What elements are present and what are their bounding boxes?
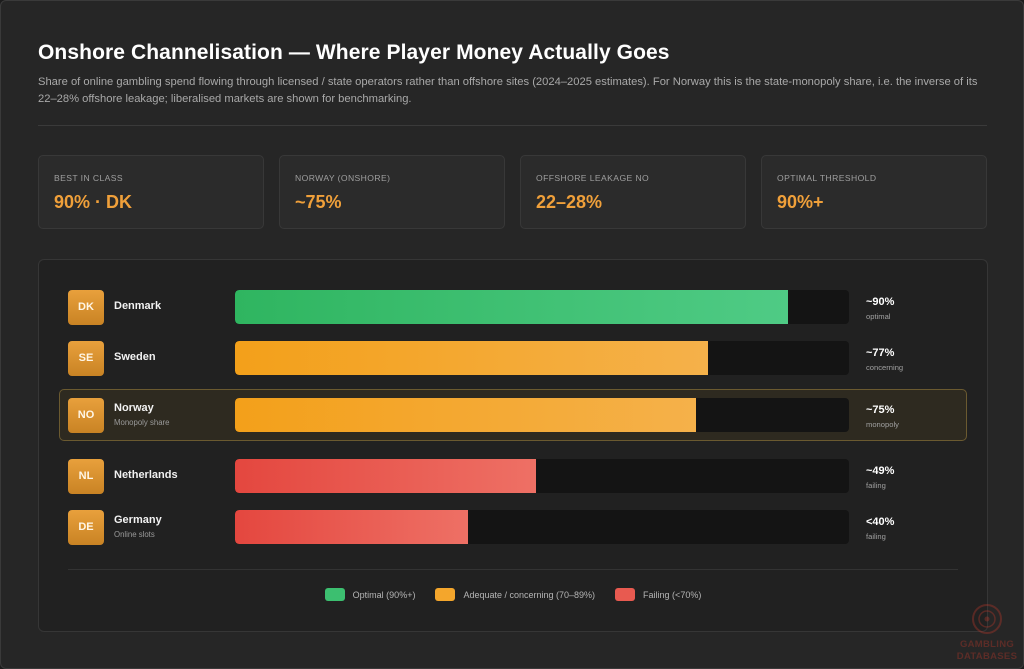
bar-row-netherlands: NL Netherlands ~49% failing — [39, 451, 987, 501]
value-label: <40% — [866, 516, 895, 528]
roulette-wheel-icon — [972, 604, 1002, 634]
legend-label: Failing (<70%) — [643, 589, 702, 600]
stat-cards: Best in class 90% · DK Norway (onshore) … — [38, 155, 988, 229]
country-code-badge: NO — [68, 398, 104, 433]
country-code-badge: DK — [68, 290, 104, 325]
country-note: Monopoly share — [114, 418, 170, 427]
legend-label: Adequate / concerning (70–89%) — [463, 589, 596, 600]
status-label: optimal — [866, 312, 891, 321]
bar-track — [235, 341, 849, 375]
bar-track — [235, 510, 849, 544]
country-name: Denmark — [114, 300, 162, 312]
bar-track — [235, 459, 849, 493]
page-title: Onshore Channelisation — Where Player Mo… — [38, 41, 670, 64]
bar-track — [235, 290, 849, 324]
country-note: Online slots — [114, 530, 155, 539]
status-label: concerning — [866, 363, 904, 372]
status-label: failing — [866, 532, 886, 541]
bar-fill — [235, 290, 788, 324]
bar-fill — [235, 341, 708, 375]
bar-row-sweden: SE Sweden ~77% concerning — [39, 333, 987, 383]
legend-swatch — [324, 588, 345, 601]
status-label: monopoly — [866, 420, 899, 429]
bar-row-norway: NO Norway Monopoly share ~75% monopoly — [59, 389, 967, 441]
stat-value: ~75% — [295, 192, 342, 212]
legend-label: Optimal (90%+) — [352, 589, 416, 600]
logo-line-1: GAMBLING — [959, 639, 1015, 650]
legend-item-adequate: Adequate / concerning (70–89%) — [435, 588, 595, 601]
header-divider — [38, 125, 987, 126]
country-code-badge: NL — [68, 459, 104, 494]
value-label: ~90% — [866, 296, 895, 308]
legend-item-failing: Failing (<70%) — [615, 588, 701, 601]
stat-label: Best in class — [54, 173, 124, 183]
legend-swatch — [435, 588, 456, 601]
page-subtitle: Share of online gambling spend flowing t… — [38, 76, 978, 105]
bar-track — [235, 398, 849, 432]
logo-line-2: DATABASES — [956, 651, 1018, 662]
country-name: Netherlands — [114, 469, 178, 481]
bar-row-germany: DE Germany Online slots <40% failing — [39, 502, 987, 552]
bar-fill — [235, 398, 696, 432]
country-code-badge: DE — [68, 510, 104, 545]
chart-legend: Optimal (90%+) Adequate / concerning (70–… — [39, 588, 987, 604]
country-name: Norway — [114, 402, 154, 414]
stat-card-best-in-class: Best in class 90% · DK — [38, 155, 264, 229]
country-name: Sweden — [114, 351, 156, 363]
bar-fill — [235, 510, 468, 544]
bar-row-denmark: DK Denmark ~90% optimal — [39, 282, 987, 332]
stat-value: 22–28% — [536, 192, 603, 212]
stat-card-optimal-threshold: Optimal threshold 90%+ — [761, 155, 987, 229]
stat-label: Norway (onshore) — [295, 173, 391, 183]
stat-card-offshore-leakage: Offshore leakage NO 22–28% — [520, 155, 746, 229]
legend-item-optimal: Optimal (90%+) — [324, 588, 416, 601]
stat-label: Optimal threshold — [777, 173, 877, 183]
status-label: failing — [866, 481, 886, 490]
chart-panel: DK Denmark ~90% optimal SE Sweden ~77% concerni… — [38, 259, 988, 632]
value-label: ~77% — [866, 347, 895, 359]
bar-fill — [235, 459, 536, 493]
watermark-logo: GAMBLING DATABASES — [954, 602, 1020, 666]
legend-divider — [68, 569, 958, 570]
country-name: Germany — [114, 514, 162, 526]
legend-swatch — [615, 588, 636, 601]
stat-value: 90%+ — [777, 192, 824, 212]
value-label: ~49% — [866, 465, 895, 477]
stat-value: 90% · DK — [54, 192, 133, 212]
country-code-badge: SE — [68, 341, 104, 376]
stat-label: Offshore leakage NO — [536, 173, 650, 183]
value-label: ~75% — [866, 404, 895, 416]
stat-card-norway-onshore: Norway (onshore) ~75% — [279, 155, 505, 229]
